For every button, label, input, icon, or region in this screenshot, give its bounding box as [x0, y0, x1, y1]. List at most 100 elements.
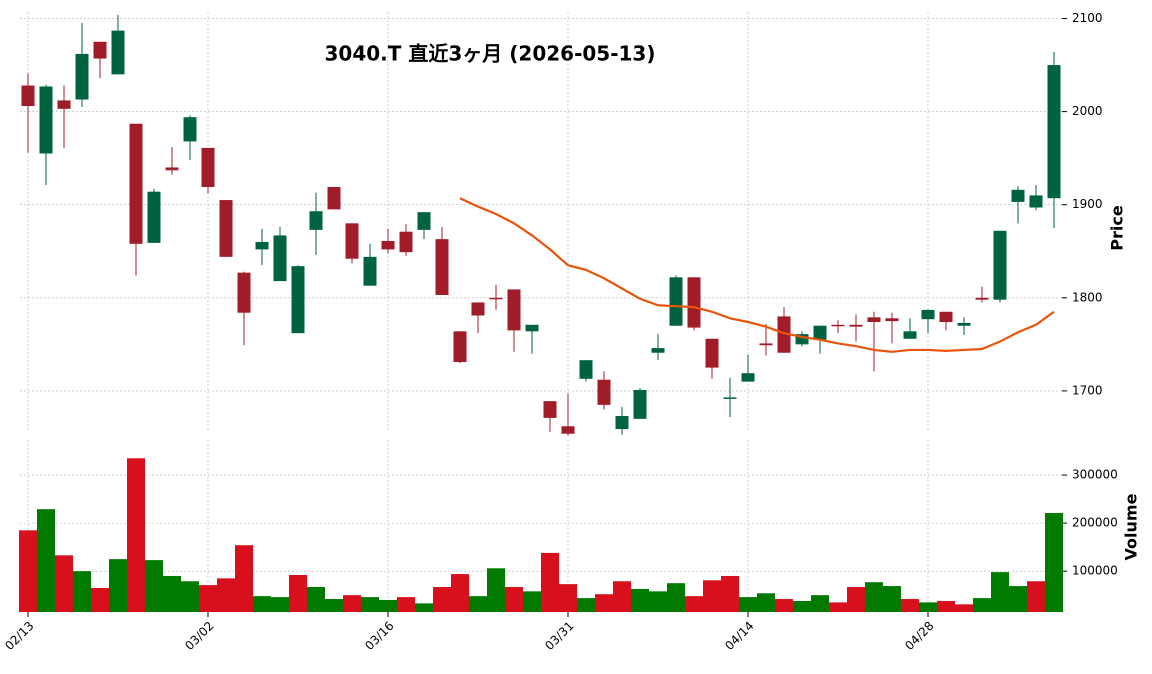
volume-bar	[775, 599, 793, 612]
volume-bar	[109, 559, 127, 612]
volume-bar	[865, 582, 883, 612]
volume-bar	[577, 598, 595, 612]
candle-body	[813, 325, 827, 340]
candle-body	[417, 212, 431, 230]
y-tick-label: 1700	[1072, 383, 1103, 397]
x-tick-label: 04/28	[902, 619, 936, 653]
candle-body	[777, 316, 791, 353]
candle-body	[669, 277, 683, 326]
candle-body	[21, 85, 35, 107]
candle-body	[147, 191, 161, 243]
volume-bar	[1045, 513, 1063, 612]
volume-bar	[703, 580, 721, 612]
volume-bar	[145, 560, 163, 612]
candle-body	[975, 297, 989, 300]
volume-bar	[919, 602, 937, 612]
candle-body	[453, 331, 467, 363]
candle-body	[921, 309, 935, 320]
candle-body	[75, 53, 89, 100]
candle-body	[399, 231, 413, 253]
candle-body	[615, 416, 629, 430]
moving-average-line	[459, 197, 1055, 353]
volume-axis-label: Volume	[1122, 493, 1141, 560]
volume-bar	[631, 588, 649, 612]
candle-body	[57, 100, 71, 109]
volume-bar	[469, 596, 487, 612]
volume-bar	[253, 596, 271, 612]
candle-body	[255, 241, 269, 250]
volume-bar	[523, 591, 541, 612]
candle-body	[309, 211, 323, 230]
volume-bar	[37, 509, 55, 612]
volume-bar	[1009, 586, 1027, 612]
volume-bar	[541, 552, 559, 612]
volume-bar	[127, 458, 145, 612]
volume-bar	[829, 602, 847, 612]
candle-body	[507, 289, 521, 331]
candle-body	[525, 324, 539, 332]
volume-bar	[325, 599, 343, 612]
volume-bar	[55, 555, 73, 612]
y-tick-label: 1900	[1072, 197, 1103, 211]
volume-bar	[793, 600, 811, 612]
volume-bar	[163, 575, 181, 612]
candle-body	[327, 187, 341, 210]
candle-body	[903, 331, 917, 339]
candle-body	[183, 117, 197, 142]
candle-body	[363, 256, 377, 286]
volume-bar	[739, 597, 757, 612]
candle-body	[273, 235, 287, 282]
volume-bar	[181, 581, 199, 612]
candle-body	[129, 123, 143, 244]
volume-bar	[73, 571, 91, 612]
candle-body	[489, 297, 503, 300]
candle-body	[741, 373, 755, 382]
candle-body	[291, 266, 305, 334]
volume-bar	[433, 587, 451, 612]
x-tick-label: 03/16	[362, 619, 396, 653]
volume-bar	[343, 595, 361, 612]
candle-body	[651, 348, 665, 353]
x-tick-label: 02/13	[2, 619, 36, 653]
volume-bar	[595, 594, 613, 612]
volume-bar	[451, 574, 469, 612]
volume-bar	[811, 595, 829, 612]
volume-bar	[1027, 581, 1045, 612]
x-tick-label: 03/31	[542, 619, 576, 653]
volume-bar	[505, 587, 523, 612]
candle-body	[201, 147, 215, 188]
candle-body	[543, 401, 557, 418]
volume-bar	[235, 545, 253, 612]
candle-body	[723, 397, 737, 399]
volume-bar	[955, 604, 973, 612]
volume-bar	[973, 598, 991, 612]
candle-body	[165, 167, 179, 171]
volume-bar	[685, 596, 703, 612]
candle-body	[633, 389, 647, 419]
volume-bar	[847, 587, 865, 612]
volume-bar	[901, 599, 919, 612]
candle-body	[993, 230, 1007, 300]
volume-bar	[19, 530, 37, 612]
candle-body	[471, 302, 485, 316]
volume-bar	[91, 587, 109, 612]
volume-bar	[991, 572, 1009, 612]
volume-bar	[487, 568, 505, 612]
y-tick-label: 2100	[1072, 11, 1103, 25]
volume-bar	[757, 593, 775, 612]
candle-body	[831, 324, 845, 327]
volume-bar	[379, 599, 397, 612]
volume-tick-label: 100000	[1072, 564, 1118, 578]
volume-bar	[883, 586, 901, 612]
candle-body	[39, 86, 53, 154]
volume-bar	[937, 600, 955, 612]
volume-bar	[217, 578, 235, 612]
candle-body	[237, 272, 251, 313]
y-tick-label: 1800	[1072, 290, 1103, 304]
candle-body	[345, 223, 359, 259]
x-tick-label: 04/14	[722, 619, 756, 653]
volume-bar	[415, 603, 433, 612]
candle-body	[687, 277, 701, 328]
volume-bar	[559, 584, 577, 612]
